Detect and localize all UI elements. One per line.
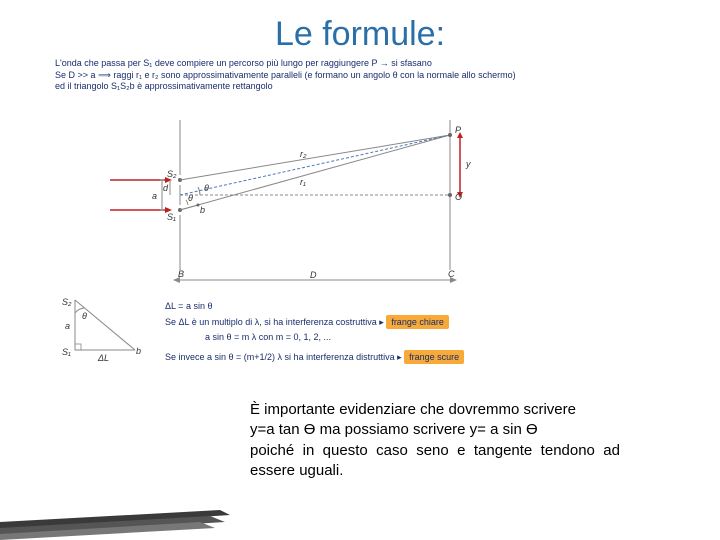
frange-scure-badge: frange scure <box>404 350 464 365</box>
tri-S1: S₁ <box>62 347 71 357</box>
formula-3: a sin θ = m λ con m = 0, 1, 2, ... <box>165 331 464 344</box>
label-y: y <box>465 159 471 169</box>
label-P: P <box>455 125 461 135</box>
main-diagram: P O B C D S₂ S₁ a b d θ θ r₂ r₁ y <box>100 105 500 285</box>
tri-a: a <box>65 321 70 331</box>
intro-line-1: L'onda che passa per S₁ deve compiere un… <box>55 58 516 70</box>
main-explanation: È importante evidenziare che dovremmo sc… <box>250 400 620 481</box>
label-S2: S₂ <box>167 169 177 179</box>
tri-b: b <box>136 346 141 356</box>
main-p2: y=a tan ϴ ma possiamo scrivere y= a sin … <box>250 421 538 438</box>
formula-4-text: Se invece a sin θ = (m+1/2) λ si ha inte… <box>165 352 404 362</box>
main-p3: poiché in questo caso seno e tangente te… <box>250 442 620 479</box>
label-r2: r₂ <box>300 149 307 159</box>
intro-line-3: ed il triangolo S₁S₂b è approssimativame… <box>55 81 516 93</box>
page-title: Le formule: <box>0 0 720 54</box>
label-d: d <box>163 183 169 193</box>
intro-line-2: Se D >> a ⟹ raggi r₁ e r₂ sono approssim… <box>55 70 516 82</box>
label-b-foot: b <box>200 205 205 215</box>
formula-2-text: Se ΔL è un multiplo di λ, si ha interfer… <box>165 317 386 327</box>
triangle-diagram: S₂ S₁ a b θ ΔL <box>60 295 150 365</box>
formula-4: Se invece a sin θ = (m+1/2) λ si ha inte… <box>165 350 464 365</box>
label-theta1: θ <box>204 183 209 193</box>
intro-text: L'onda che passa per S₁ deve compiere un… <box>55 58 516 93</box>
tri-S2: S₂ <box>62 297 72 307</box>
formula-2: Se ΔL è un multiplo di λ, si ha interfer… <box>165 315 464 330</box>
label-r1: r₁ <box>300 177 306 187</box>
label-S1: S₁ <box>167 212 176 222</box>
frange-chiare-badge: frange chiare <box>386 315 449 330</box>
label-D: D <box>310 270 317 280</box>
label-C: C <box>448 269 455 279</box>
main-p1: È importante evidenziare che dovremmo sc… <box>250 401 576 418</box>
decoration-stripes <box>0 510 250 540</box>
label-B: B <box>178 269 184 279</box>
label-O: O <box>455 192 462 202</box>
tri-deltaL: ΔL <box>97 353 109 363</box>
label-a: a <box>152 191 157 201</box>
formula-block: ΔL = a sin θ Se ΔL è un multiplo di λ, s… <box>165 300 464 366</box>
formula-1: ΔL = a sin θ <box>165 300 464 313</box>
label-theta2: θ <box>188 193 193 203</box>
tri-theta: θ <box>82 311 87 321</box>
